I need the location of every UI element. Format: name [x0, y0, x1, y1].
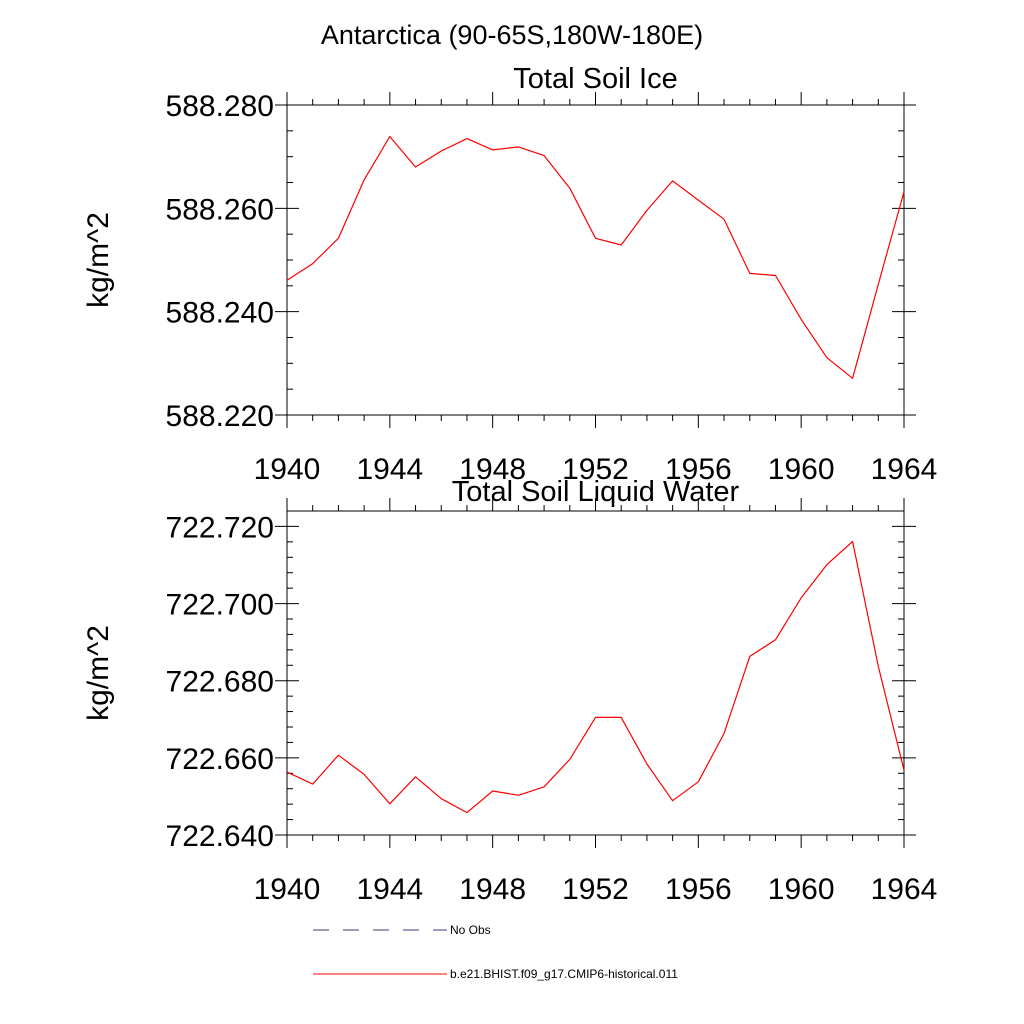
y-tick-label: 588.220 [166, 400, 274, 433]
legend: No Obs b.e21.BHIST.f09_g17.CMIP6-histori… [313, 923, 678, 981]
x-tick-label: 1956 [665, 873, 732, 906]
y-tick-label: 722.700 [166, 589, 274, 622]
series-line-0 [286, 135, 905, 379]
y-axis-label: kg/m^2 [82, 625, 115, 721]
x-tick-label: 1964 [871, 873, 938, 906]
plot-frame [286, 510, 905, 836]
y-tick-label: 722.660 [166, 743, 274, 776]
panel-total-soil-ice: Total Soil Ice 1940 1944 1948 1952 1956 1960 19… [82, 63, 937, 486]
y-axis-label: kg/m^2 [82, 212, 115, 308]
x-tick-label: 1952 [562, 873, 629, 906]
x-tick-label: 1960 [768, 873, 835, 906]
x-tick-label: 1940 [254, 873, 321, 906]
x-tick-label: 1944 [356, 453, 423, 486]
x-tick-label: 1948 [459, 453, 526, 486]
y-tick-label: 722.720 [166, 511, 274, 544]
y-tick-label: 588.260 [166, 193, 274, 226]
legend-label-no-obs: No Obs [450, 923, 491, 937]
plot-frame [286, 104, 905, 416]
x-tick-label: 1960 [768, 453, 835, 486]
x-tick-label: 1952 [562, 453, 629, 486]
x-tick-label: 1956 [665, 453, 732, 486]
figure-title: Antarctica (90-65S,180W-180E) [321, 20, 703, 50]
y-tick-label: 588.240 [166, 297, 274, 330]
y-tick-label: 588.280 [166, 90, 274, 123]
legend-label-model: b.e21.BHIST.f09_g17.CMIP6-historical.011 [450, 967, 678, 981]
y-tick-label: 722.640 [166, 820, 274, 853]
y-tick-label: 722.680 [166, 666, 274, 699]
series-line-0 [286, 540, 905, 814]
chart-title: Total Soil Ice [513, 63, 677, 95]
x-tick-label: 1948 [459, 873, 526, 906]
x-tick-label: 1940 [254, 453, 321, 486]
x-tick-label: 1964 [871, 453, 938, 486]
x-tick-label: 1944 [356, 873, 423, 906]
